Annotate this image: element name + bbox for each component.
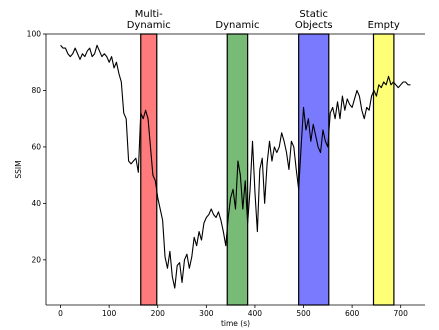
x-tick-label: 500 — [296, 309, 311, 318]
y-axis-label: SSIM — [14, 160, 23, 178]
data-line-layer — [60, 44, 411, 289]
x-tick-label: 100 — [102, 309, 117, 318]
band-label-3-line-1: Static — [299, 9, 328, 20]
series-line-1 — [60, 44, 411, 289]
x-axis-label: time (s) — [221, 319, 250, 328]
y-tick-label: 40 — [31, 199, 41, 208]
y-tick-label: 60 — [31, 143, 41, 152]
band-label-1-line-2: Dynamic — [127, 20, 171, 31]
x-tick-label: 400 — [248, 309, 263, 318]
band-label-bg-1 — [124, 7, 174, 31]
band-3 — [298, 33, 330, 306]
band-label-3-line-2: Objects — [295, 20, 333, 31]
band-1 — [140, 33, 158, 306]
x-tick-label: 200 — [151, 309, 166, 318]
band-4 — [372, 33, 395, 306]
band-label-bg-3 — [289, 7, 339, 31]
band-label-1-line-1: Multi- — [135, 9, 163, 20]
x-tick-label: 300 — [199, 309, 214, 318]
band-label-bg-2 — [212, 18, 263, 31]
y-tick-label: 80 — [31, 86, 41, 95]
x-tick-label: 700 — [394, 309, 409, 318]
y-tick-label: 20 — [31, 256, 41, 265]
band-label-bg-4 — [365, 18, 403, 31]
band-label-2-line-1: Dynamic — [215, 20, 259, 31]
y-ticks: 20 40 60 80 100 — [27, 30, 46, 265]
y-tick-label: 100 — [27, 30, 42, 39]
band-layer — [46, 33, 425, 306]
x-tick-label: 0 — [58, 309, 63, 318]
x-tick-label: 600 — [345, 309, 360, 318]
band-label-4-line-1: Empty — [368, 20, 400, 31]
x-ticks: 0 100 200 300 400 500 600 700 — [58, 305, 408, 318]
